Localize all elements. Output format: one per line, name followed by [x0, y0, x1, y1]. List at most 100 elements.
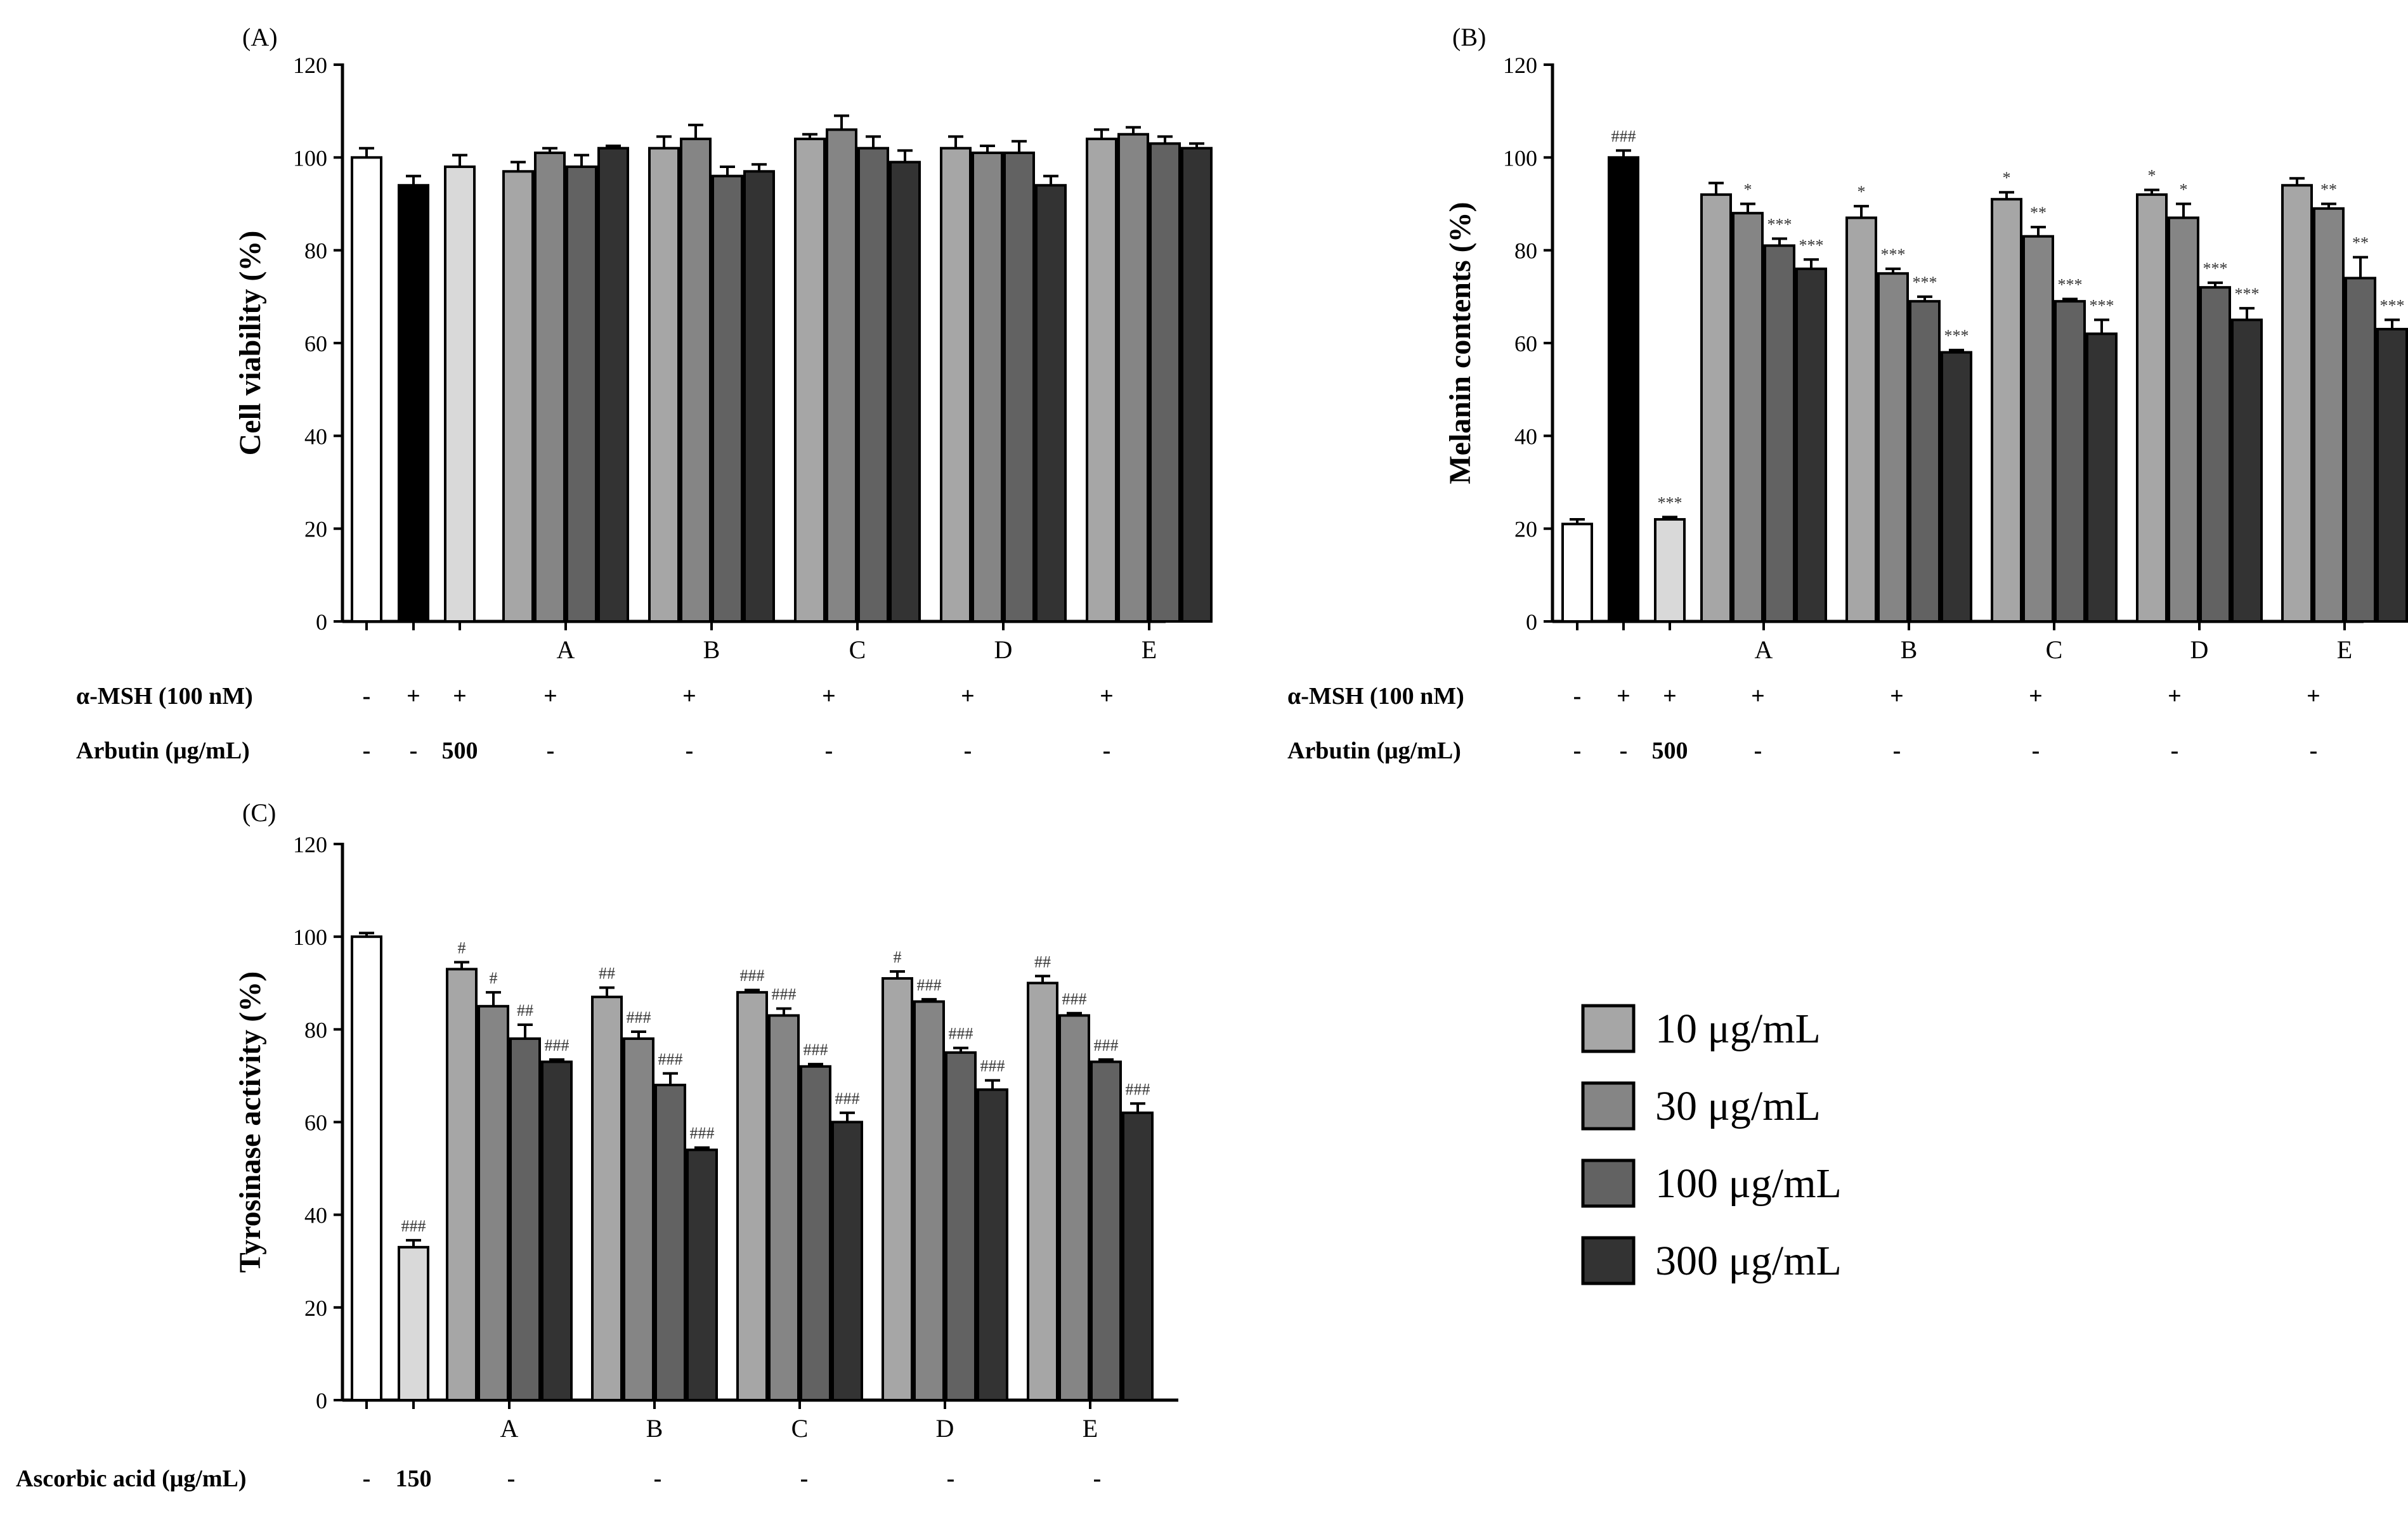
- y-axis-label: Cell viability (%): [233, 231, 267, 456]
- data-bar: [2022, 235, 2054, 623]
- significance-label: ###: [658, 1050, 683, 1068]
- y-tick-label: 40: [304, 1203, 327, 1228]
- panel-label: (A): [242, 23, 278, 51]
- significance-label: ###: [835, 1089, 860, 1108]
- x-category-label: B: [703, 635, 720, 664]
- data-bar: [509, 1037, 541, 1401]
- control-bar: [351, 935, 382, 1401]
- data-bar: [2086, 332, 2118, 623]
- treatment-value: -: [2310, 737, 2318, 764]
- significance-label: #: [490, 969, 498, 987]
- x-category-label: C: [791, 1414, 809, 1443]
- y-tick-label: 0: [1526, 609, 1537, 635]
- x-category-label: A: [557, 635, 575, 664]
- treatment-value: +: [1890, 683, 1904, 710]
- data-bar: [1149, 142, 1181, 623]
- legend: 10 μg/mL 30 μg/mL 100 μg/mL 300 μg/mL: [1581, 1004, 1842, 1285]
- significance-label: ###: [1611, 127, 1636, 145]
- treatment-value: -: [547, 737, 555, 764]
- significance-label: ***: [1658, 493, 1682, 512]
- treatment-value: -: [1754, 737, 1762, 764]
- significance-label: *: [2003, 169, 2011, 187]
- treatment-value: +: [2168, 683, 2182, 710]
- significance-label: **: [2320, 181, 2337, 199]
- data-bar: [623, 1037, 654, 1401]
- treatment-value: +: [453, 683, 467, 710]
- control-bar: [351, 156, 382, 623]
- y-tick-label: 80: [304, 238, 327, 264]
- treatment-value: -: [825, 737, 833, 764]
- significance-label: ###: [740, 966, 765, 985]
- significance-label: ***: [2058, 275, 2083, 294]
- y-tick-label: 120: [293, 832, 327, 857]
- data-bar: [913, 1000, 945, 1401]
- y-tick-label: 80: [304, 1017, 327, 1042]
- data-bar: [826, 128, 857, 623]
- significance-label: ###: [627, 1008, 651, 1027]
- data-bar: [945, 1051, 977, 1401]
- data-bar: [1795, 267, 1827, 623]
- data-bar: [1181, 146, 1213, 623]
- y-tick-label: 40: [304, 424, 327, 449]
- data-bar: [2376, 328, 2408, 623]
- control-bar: [398, 184, 429, 623]
- legend-swatch: [1581, 1004, 1636, 1053]
- x-category-label: B: [646, 1414, 663, 1443]
- panel-label: (C): [242, 798, 276, 827]
- control-bar: [1608, 156, 1639, 623]
- treatment-value: +: [2029, 683, 2043, 710]
- x-category-label: D: [936, 1414, 954, 1443]
- significance-label: ***: [2203, 259, 2228, 278]
- data-bar: [1117, 133, 1149, 623]
- x-category-label: D: [994, 635, 1013, 664]
- treatment-value: +: [2307, 683, 2320, 710]
- significance-label: ##: [517, 1001, 533, 1020]
- significance-label: ##: [599, 964, 615, 983]
- significance-label: ###: [401, 1217, 426, 1235]
- x-category-label: E: [2337, 635, 2352, 664]
- data-bar: [1877, 272, 1909, 623]
- legend-label: 10 μg/mL: [1655, 1006, 1821, 1052]
- data-bar: [446, 968, 478, 1401]
- significance-label: ###: [545, 1036, 569, 1055]
- significance-label: ###: [949, 1025, 973, 1043]
- y-tick-label: 100: [293, 925, 327, 950]
- treatment-value: -: [1103, 737, 1111, 764]
- data-bar: [743, 170, 775, 623]
- y-tick-label: 20: [304, 1295, 327, 1321]
- treatment-value: -: [947, 1465, 955, 1492]
- legend-swatch: [1581, 1236, 1636, 1285]
- data-bar: [541, 1060, 573, 1402]
- y-tick-label: 120: [293, 53, 327, 78]
- data-bar: [2168, 216, 2199, 623]
- treatment-value: -: [654, 1465, 662, 1492]
- significance-label: ###: [917, 976, 942, 994]
- data-bar: [1122, 1111, 1154, 1401]
- legend-label: 100 μg/mL: [1655, 1160, 1842, 1207]
- x-category-label: C: [849, 635, 866, 664]
- data-bar: [1700, 193, 1732, 623]
- data-bar: [591, 996, 623, 1402]
- treatment-value: -: [507, 1465, 516, 1492]
- control-bar: [444, 165, 476, 623]
- treatment-value: -: [1893, 737, 1901, 764]
- significance-label: ###: [772, 985, 797, 1003]
- data-bar: [940, 146, 972, 623]
- y-tick-label: 60: [304, 331, 327, 356]
- data-bar: [597, 146, 629, 623]
- treatment-value: +: [682, 683, 696, 710]
- treatment-row-label: Arbutin (μg/mL): [76, 737, 250, 764]
- treatment-value: -: [800, 1465, 809, 1492]
- treatment-value: -: [2171, 737, 2179, 764]
- y-tick-label: 60: [304, 1110, 327, 1136]
- data-bar: [502, 170, 534, 623]
- treatment-value: +: [543, 683, 557, 710]
- data-bar: [768, 1014, 800, 1401]
- y-tick-label: 100: [1503, 145, 1537, 171]
- treatment-value: -: [363, 737, 371, 764]
- data-bar: [1035, 184, 1067, 623]
- treatment-value: 500: [1652, 737, 1688, 764]
- legend-label: 300 μg/mL: [1655, 1238, 1842, 1284]
- y-tick-label: 80: [1514, 238, 1537, 264]
- data-bar: [2281, 184, 2313, 623]
